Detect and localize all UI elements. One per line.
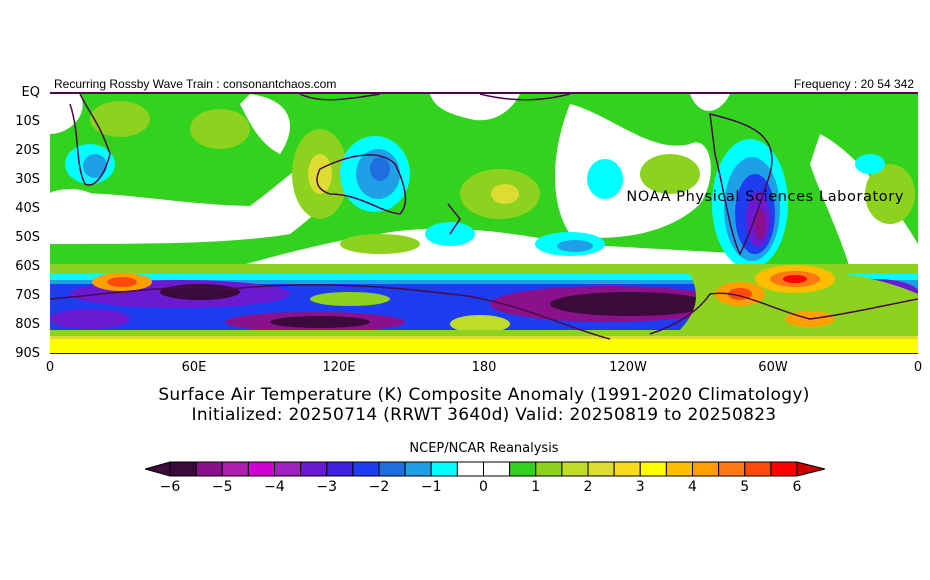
y-label: 10S [15,114,40,129]
colorbar-tick-label: 2 [583,479,593,495]
credit-label: NOAA Physical Sciences Laboratory [626,189,904,205]
colorbar-swatch [770,461,798,477]
colorbar-tick-label: 4 [688,479,697,495]
y-label: 40S [15,201,40,216]
x-label: 180 [471,360,497,375]
colorbar-swatch [639,461,667,477]
x-label: 0 [45,360,55,375]
colorbar-swatch [561,461,589,477]
colorbar-tick-label: 6 [792,479,802,495]
x-label: 60E [181,360,207,375]
map-title: Surface Air Temperature (K) Composite An… [158,385,810,405]
colorbar-swatch [195,461,223,477]
colorbar-tick-label: 5 [740,479,750,495]
colorbar-swatch [718,461,746,477]
x-label: 120E [322,360,356,375]
colorbar [145,461,825,477]
colorbar-swatch [274,461,302,477]
map-field [50,94,918,353]
colorbar-swatch [665,461,693,477]
colorbar-title: NCEP/NCAR Reanalysis [409,441,559,456]
colorbar-tick-label: −4 [264,479,285,495]
colorbar-swatch [535,461,563,477]
colorbar-swatch [509,461,537,477]
colorbar-swatch [744,461,772,477]
y-label: 90S [15,346,40,361]
map-subtitle: Initialized: 20250714 (RRWT 3640d) Valid… [191,405,777,425]
y-label: 70S [15,288,40,303]
colorbar-over-arrow [796,461,825,477]
colorbar-tick-label: −3 [316,479,338,495]
colorbar-swatch [404,461,432,477]
header-left-text: Recurring Rossby Wave Train : consonantc… [54,77,337,91]
colorbar-swatch [483,461,511,477]
colorbar-tick-label: −5 [211,479,233,495]
anomaly-map: NOAA Physical Sciences Laboratory [50,92,918,354]
colorbar-tick-label: 3 [635,479,645,495]
colorbar-swatch [326,461,354,477]
colorbar-swatch [430,461,458,477]
colorbar-swatch [352,461,380,477]
y-label: 30S [15,172,40,187]
y-label: 20S [15,143,40,158]
y-label: EQ [21,85,40,100]
coastlines [50,94,918,340]
x-label: 120W [609,360,647,375]
y-label: 50S [15,230,40,245]
colorbar-swatch [692,461,720,477]
colorbar-tick-label: 1 [531,479,541,495]
colorbar-swatch [221,461,249,477]
colorbar-swatch [300,461,328,477]
colorbar-swatch [247,461,275,477]
colorbar-tick-label: −1 [420,479,442,495]
colorbar-swatch [378,461,406,477]
colorbar-swatch [456,461,484,477]
colorbar-swatch [587,461,615,477]
colorbar-tick-label: −2 [368,479,390,495]
colorbar-tick-label: −6 [159,479,181,495]
colorbar-tick-label: 0 [479,479,488,495]
colorbar-under-arrow [145,461,171,477]
colorbar-swatch [613,461,641,477]
x-label: 0 [913,360,923,375]
cold-patches [65,136,885,269]
y-label: 80S [15,317,40,332]
y-label: 60S [15,259,40,274]
header-frequency-text: Frequency : 20 54 342 [793,77,914,91]
x-label: 60W [758,360,788,375]
colorbar-swatch [169,461,197,477]
